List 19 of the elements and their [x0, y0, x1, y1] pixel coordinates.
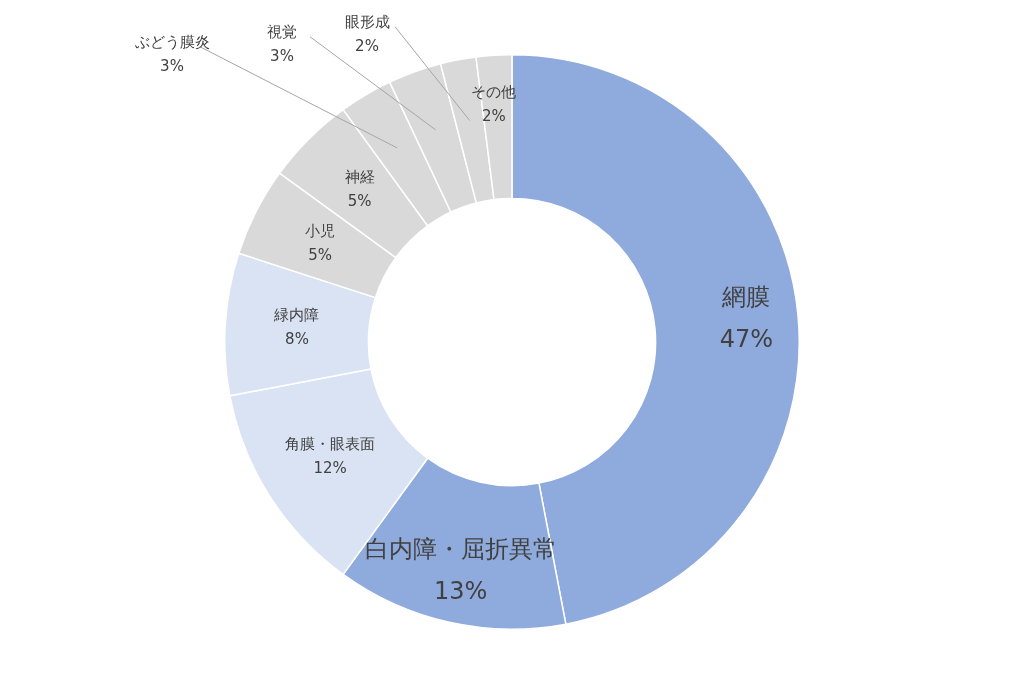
- data-label: 13%: [433, 577, 488, 605]
- slice-label: 網膜: [721, 283, 771, 312]
- data-label: 2%: [355, 36, 379, 55]
- slice-label: ぶどう膜炎: [134, 32, 210, 51]
- data-label: 5%: [347, 191, 372, 210]
- slice-label: 角膜・眼表面: [285, 435, 376, 454]
- slice-label: 緑内障: [273, 306, 320, 325]
- data-label: 8%: [285, 330, 309, 349]
- data-label: 5%: [308, 246, 332, 265]
- slice-label: 視覚: [267, 22, 297, 41]
- slice-label: 小児: [305, 222, 336, 241]
- data-label: 47%: [719, 325, 774, 354]
- data-label: 12%: [313, 459, 347, 478]
- slice-label: 眼形成: [344, 12, 390, 31]
- data-label: 3%: [160, 56, 184, 75]
- slice-label: 神経: [344, 167, 375, 186]
- data-label: 2%: [481, 106, 506, 125]
- slice-label: その他: [471, 82, 517, 101]
- data-label: 3%: [270, 46, 294, 65]
